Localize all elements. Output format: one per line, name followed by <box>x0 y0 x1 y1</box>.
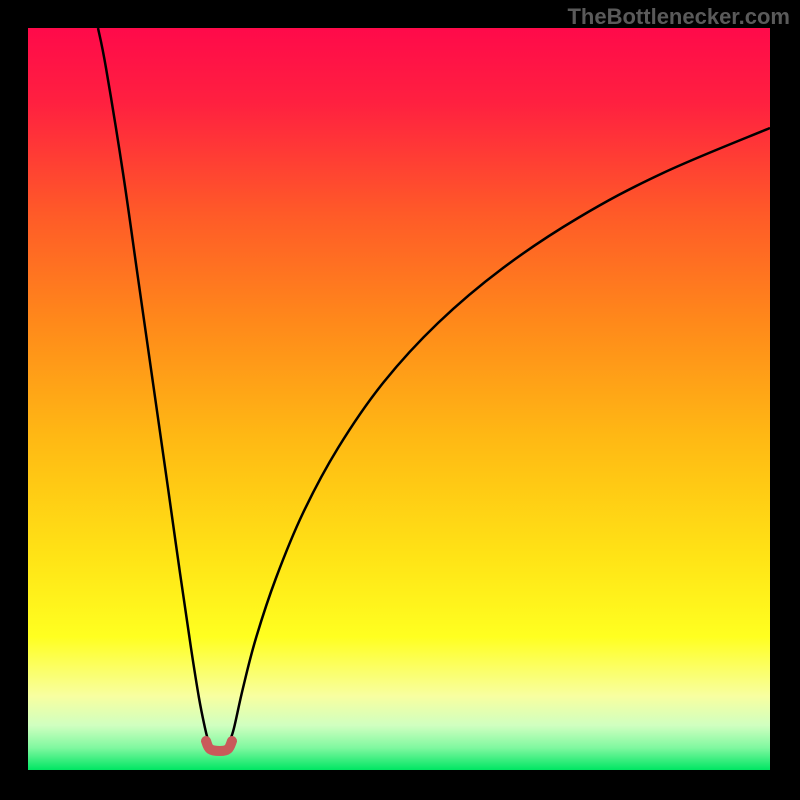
plot-area <box>28 28 770 770</box>
chart-container: TheBottlenecker.com <box>0 0 800 800</box>
curve-layer <box>28 28 770 770</box>
bottleneck-curve-left <box>98 28 208 740</box>
watermark-text: TheBottlenecker.com <box>567 4 790 30</box>
bottleneck-curve-bottom <box>206 741 232 751</box>
bottleneck-curve-right <box>230 128 770 740</box>
